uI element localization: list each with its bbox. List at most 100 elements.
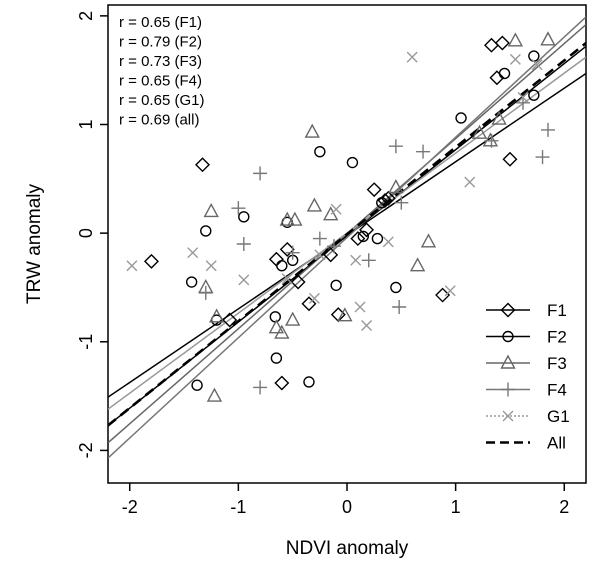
point-f1	[222, 312, 238, 328]
correlation-annotations: r = 0.65 (F1) r = 0.79 (F2) r = 0.73 (F3) r…	[119, 14, 204, 129]
legend-label-f2: F2	[547, 328, 567, 347]
point-f1	[435, 287, 451, 303]
point-f3	[274, 324, 290, 339]
regression-lines	[108, 16, 586, 459]
point-f1	[290, 274, 306, 290]
fit-line-f4	[108, 16, 586, 459]
point-f4	[535, 150, 550, 165]
point-f3	[203, 202, 219, 218]
point-g1	[238, 274, 250, 286]
point-f1	[489, 70, 505, 86]
point-f1	[330, 307, 346, 323]
point-f1	[366, 182, 382, 198]
point-f3	[482, 132, 499, 147]
legend: F1 F2 F3 F4 G1 All	[486, 301, 570, 453]
point-f2	[238, 211, 250, 223]
point-f2	[346, 156, 359, 169]
point-g1	[354, 301, 366, 313]
legend-label-f1: F1	[547, 301, 567, 320]
correlation-label: r = 0.69 (all)	[119, 112, 199, 129]
point-f4	[484, 133, 499, 148]
point-f2	[270, 352, 283, 364]
point-f3	[420, 233, 437, 248]
point-f4	[394, 195, 409, 210]
point-g1	[517, 91, 529, 103]
point-f3	[268, 319, 285, 334]
point-f4	[326, 239, 341, 254]
point-f2	[314, 145, 326, 158]
point-f2	[185, 276, 198, 288]
point-g1	[350, 254, 362, 266]
x-tick-label: -2	[122, 497, 138, 517]
point-f3	[540, 31, 556, 46]
point-f4	[392, 300, 407, 315]
point-f4	[312, 231, 327, 246]
y-axis: -2 -1 0 1 2	[76, 11, 108, 458]
legend-label-g1: G1	[547, 407, 570, 426]
x-axis: -2 -1 0 1 2	[122, 483, 569, 517]
correlation-label: r = 0.65 (F4)	[119, 73, 202, 90]
point-f2	[276, 260, 288, 272]
legend-marker-f2	[502, 330, 514, 343]
point-f3	[507, 32, 524, 47]
point-f1	[380, 190, 396, 206]
legend-marker-f1	[500, 302, 516, 318]
point-f4	[285, 245, 300, 260]
point-f2	[269, 311, 281, 323]
point-f2	[376, 197, 388, 209]
point-f3	[409, 257, 426, 272]
point-f1	[350, 231, 366, 247]
point-g1	[464, 176, 476, 188]
point-g1	[531, 59, 543, 71]
point-g1	[382, 236, 394, 248]
point-f1	[195, 157, 211, 173]
point-f2	[498, 67, 511, 80]
point-f4	[361, 253, 376, 268]
point-g1	[406, 51, 418, 63]
point-g1	[509, 53, 521, 65]
point-f2	[455, 112, 467, 124]
x-tick-label: 0	[342, 497, 352, 517]
point-f2	[330, 279, 342, 291]
point-f1	[301, 296, 317, 312]
correlation-label: r = 0.79 (F2)	[119, 34, 202, 51]
point-g1	[205, 260, 217, 272]
point-f3	[287, 211, 303, 226]
point-f3	[388, 179, 404, 194]
point-f3	[304, 123, 320, 138]
point-f3	[306, 197, 323, 212]
y-tick-label: -1	[76, 334, 96, 350]
point-f4	[236, 237, 251, 251]
point-g1	[308, 292, 320, 304]
point-f1	[483, 37, 499, 53]
point-f2	[191, 379, 203, 391]
x-tick-label: 1	[451, 497, 461, 517]
point-f1	[359, 222, 375, 238]
point-f3	[323, 206, 339, 221]
point-g1	[444, 285, 456, 297]
point-f2	[390, 281, 402, 294]
point-g1	[187, 247, 199, 259]
point-f2	[303, 376, 315, 388]
data-points	[126, 31, 556, 402]
legend-label-f4: F4	[547, 381, 567, 400]
point-f2	[371, 232, 384, 245]
x-tick-label: 2	[559, 497, 569, 517]
correlation-label: r = 0.65 (G1)	[119, 92, 204, 109]
y-tick-label: 2	[76, 11, 96, 21]
point-f4	[253, 380, 268, 395]
y-axis-title: TRW anomaly	[24, 183, 45, 304]
point-g1	[126, 260, 138, 272]
point-f1	[502, 151, 518, 167]
point-f1	[494, 35, 510, 51]
point-f2	[528, 50, 540, 62]
y-tick-label: 0	[76, 228, 96, 238]
point-f3	[279, 211, 295, 226]
legend-label-f3: F3	[547, 354, 567, 373]
point-f2	[528, 89, 540, 101]
fit-line-all	[108, 42, 586, 427]
point-f4	[231, 201, 246, 216]
y-tick-label: 1	[76, 119, 96, 129]
point-g1	[281, 273, 293, 285]
